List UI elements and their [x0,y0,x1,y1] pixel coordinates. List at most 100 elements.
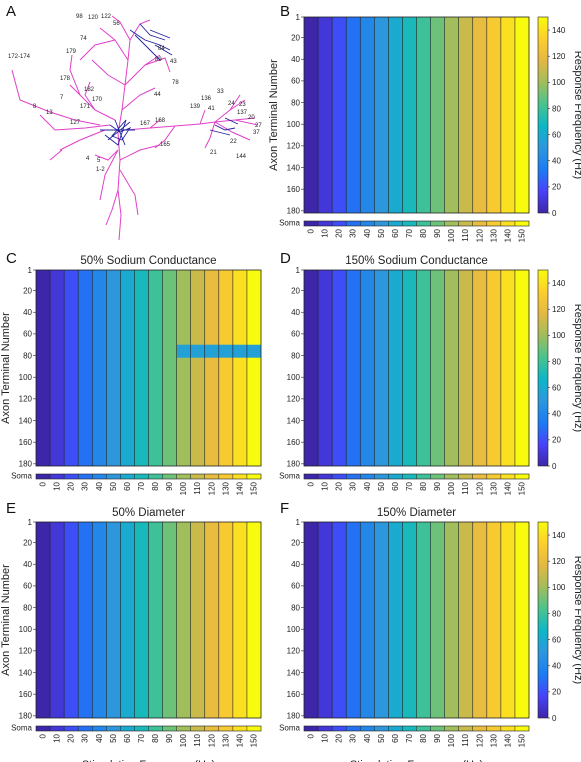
colorbar-tick-label: 80 [552,104,561,113]
x-tick-label: 130 [489,228,498,242]
dendrite-branch [117,132,122,241]
y-tick-label: 60 [291,582,300,591]
soma-cell [162,474,177,479]
heatmap-cell [472,522,488,718]
y-tick-label: 60 [23,330,32,339]
soma-cell [204,474,220,479]
heatmap-cell [232,270,248,466]
heatmap-cell [430,270,445,466]
soma-cell [374,726,389,731]
x-tick-label: 150 [517,733,526,747]
y-axis-title: Axon Terminal Number [0,312,12,424]
dendrite-branch [105,209,113,226]
dendrite-branch [91,59,126,86]
heatmap-frame [35,521,262,719]
y-tick-label: 160 [287,438,301,447]
x-tick-label: 40 [363,733,372,742]
soma-cell [430,221,445,226]
terminal-label: 23 [239,102,246,108]
y-tick-label: 1 [296,518,301,527]
y-tick-label: 60 [291,77,300,86]
dendrite-branch [79,39,116,61]
y-tick-label: 20 [291,286,300,295]
x-tick-label: 0 [307,481,316,486]
soma-cell [360,474,375,479]
x-tick-label: 40 [363,228,372,237]
x-tick-label: 130 [489,733,498,747]
y-tick-label: 160 [287,690,301,699]
y-tick-label: 80 [291,351,300,360]
x-tick-label: 130 [221,733,230,747]
x-tick-label: 10 [53,481,62,490]
soma-cell [444,474,459,479]
dendrite-branch [59,129,106,151]
x-tick-label: 120 [207,733,216,747]
axon-branch [114,119,126,146]
heatmap-frame [303,16,530,214]
heatmap-cell [416,270,431,466]
heatmap-cell [204,270,220,466]
soma-cell [346,474,361,479]
soma-cell [50,726,65,731]
y-tick-label: 80 [23,351,32,360]
dendrite-branch [124,121,216,131]
y-tick-label: 100 [19,625,33,634]
x-tick-label: 60 [123,481,132,490]
x-tick-label: 90 [165,481,174,490]
heatmap-cell [190,522,206,718]
soma-cell [190,726,206,731]
terminal-label: 8 [33,104,37,110]
x-tick-label: 30 [81,733,90,742]
x-tick-label: 100 [447,481,456,495]
soma-cell [444,221,459,226]
colorbar-tick-label: 0 [552,714,557,723]
heatmap-cell [458,522,474,718]
heatmap-cell [304,522,319,718]
x-tick-label: 40 [95,481,104,490]
soma-cell [514,726,530,731]
x-tick-label: 110 [461,228,470,241]
dendrite-branch [144,57,171,73]
terminal-label: 168 [155,118,166,124]
soma-cell [472,726,488,731]
soma-cell [486,221,502,226]
colorbar-tick-label: 100 [552,331,566,340]
y-tick-label: 100 [19,373,33,382]
x-tick-label: 80 [419,733,428,742]
heatmap-cell [92,522,107,718]
heatmap-cell [218,270,234,466]
x-tick-label: 90 [433,228,442,237]
soma-cell [444,726,459,731]
terminal-label: 165 [160,142,171,148]
x-axis-title: Stimulation Frequency (Hz) [350,759,483,762]
x-tick-label: 150 [249,733,258,747]
y-tick-label: 120 [287,142,301,151]
soma-cell [346,221,361,226]
axon-branch [154,44,173,56]
y-tick-label: 140 [19,416,33,425]
heatmap-frame [303,269,530,467]
heatmap-cell [402,522,417,718]
soma-cell [430,474,445,479]
y-tick-label: 100 [287,120,301,129]
terminal-label: 21 [210,150,217,156]
x-tick-label: 30 [349,228,358,237]
soma-frame [303,220,530,227]
terminal-label: 98 [76,14,83,20]
soma-cell [318,221,333,226]
x-tick-label: 80 [419,228,428,237]
x-tick-label: 120 [207,481,216,495]
soma-cell [402,221,417,226]
y-tick-label: 80 [23,603,32,612]
colorbar-tick-label: 0 [552,462,557,471]
colorbar-tick-label: 140 [552,531,566,540]
x-tick-label: 60 [391,481,400,490]
x-tick-label: 140 [235,733,244,747]
soma-cell [36,726,51,731]
terminal-label: 43 [170,59,177,65]
axon-branch [104,119,132,146]
heatmap-cell [246,270,262,466]
colorbar-tick-label: 100 [552,583,566,592]
heatmap-cell [232,522,248,718]
